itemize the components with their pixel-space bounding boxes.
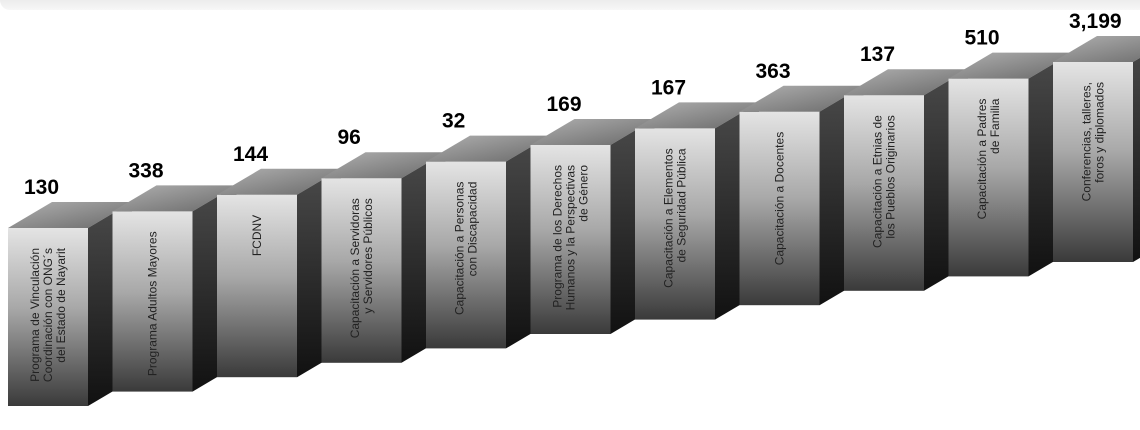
category-label-line: Capacitación a Docentes xyxy=(773,132,787,265)
data-label: 137 xyxy=(860,43,895,66)
top-band xyxy=(0,0,1140,10)
data-label: 338 xyxy=(129,159,164,182)
bar-front-face xyxy=(8,228,88,406)
bar-front-face xyxy=(112,211,193,392)
bar-front-face xyxy=(217,194,297,378)
bar-top-face xyxy=(844,69,968,96)
bar-front-face xyxy=(739,111,820,306)
category-label-line: de Seguridad Pública xyxy=(675,148,689,262)
bar-top-face xyxy=(8,202,132,228)
bar-top-face xyxy=(948,52,1073,79)
category-label: Capacitación a Personascon Discapacidad xyxy=(453,182,480,315)
bar-top-face xyxy=(321,152,446,179)
data-label: 169 xyxy=(547,93,582,116)
category-label-line: Coordinación con ONG´s xyxy=(41,248,55,382)
category-label-line: Capacitación a Elementos xyxy=(662,148,676,287)
data-label: 3,199 xyxy=(1069,10,1122,33)
category-label-line: Capacitación a Personas xyxy=(453,182,467,315)
bar-side-face xyxy=(1133,57,1140,262)
category-label: Conferencias, talleres,foros y diplomado… xyxy=(1080,82,1107,201)
data-label: 144 xyxy=(233,143,268,166)
category-label: Capacitación a Elementosde Seguridad Púb… xyxy=(662,148,689,288)
bar-top-face xyxy=(530,119,655,145)
bar-front-face xyxy=(321,178,402,363)
data-label: 167 xyxy=(651,76,686,99)
bar-front-face xyxy=(844,95,924,291)
bar-front-face xyxy=(530,145,611,334)
data-label: 510 xyxy=(965,27,1000,50)
category-label-line: de Familia xyxy=(988,98,1002,154)
category-label-line: de Género xyxy=(577,165,591,222)
category-label: Programa Adultos Mayores xyxy=(146,231,160,376)
category-label-line: Capacitación a Servidoras xyxy=(348,198,362,338)
category-label: Capacitación a Etnias delos Pueblos Orig… xyxy=(871,115,898,248)
bar-top-face xyxy=(217,168,341,195)
bar-top-face xyxy=(1053,36,1140,62)
category-label: Programa de los DerechosHumanos y la Per… xyxy=(551,165,591,311)
data-label: 363 xyxy=(756,60,791,83)
category-label: FCDNV xyxy=(250,215,264,256)
bar-group: 3,199 Conferencias, talleres,foros y dipl… xyxy=(1053,10,1140,262)
category-label-line: Humanos y la Perspectivas xyxy=(564,165,578,310)
data-label: 96 xyxy=(338,126,361,149)
bar-top-face xyxy=(739,85,864,112)
bar-top-face xyxy=(426,135,550,162)
category-label-line: FCDNV xyxy=(250,215,264,256)
bar-front-face xyxy=(635,128,715,320)
bar-front-face xyxy=(1053,62,1133,262)
category-label-line: los Pueblos Originarios xyxy=(884,115,898,238)
category-label: Capacitación a Padresde Familia xyxy=(975,98,1002,219)
bar-front-face xyxy=(426,161,506,349)
category-label-line: Capacitación a Etnias de xyxy=(871,115,885,248)
bar-top-face xyxy=(635,102,759,129)
data-label: 130 xyxy=(24,176,59,199)
data-label: 32 xyxy=(442,110,465,133)
category-label-line: Programa de los Derechos xyxy=(551,165,565,308)
category-label-line: foros y diplomados xyxy=(1093,82,1107,183)
bar-front-face xyxy=(948,78,1029,277)
bar-group: 96 Capacitación a Servidorasy Servidores … xyxy=(321,126,446,363)
category-label-line: Conferencias, talleres, xyxy=(1080,82,1094,201)
category-label-line: con Discapacidad xyxy=(466,182,480,277)
category-label-line: Programa de Vinculación xyxy=(28,248,42,382)
category-label: Capacitación a Servidorasy Servidores Pú… xyxy=(348,198,375,338)
category-label-line: Capacitación a Padres xyxy=(975,99,989,220)
category-label: Capacitación a Docentes xyxy=(773,132,787,265)
bar-top-face xyxy=(112,185,237,212)
category-label: Programa de VinculaciónCoordinación con … xyxy=(28,247,68,382)
category-label-line: del Estado de Nayarit xyxy=(54,247,68,362)
category-label-line: y Servidores Públicos xyxy=(361,198,375,313)
category-label-line: Programa Adultos Mayores xyxy=(146,231,160,376)
